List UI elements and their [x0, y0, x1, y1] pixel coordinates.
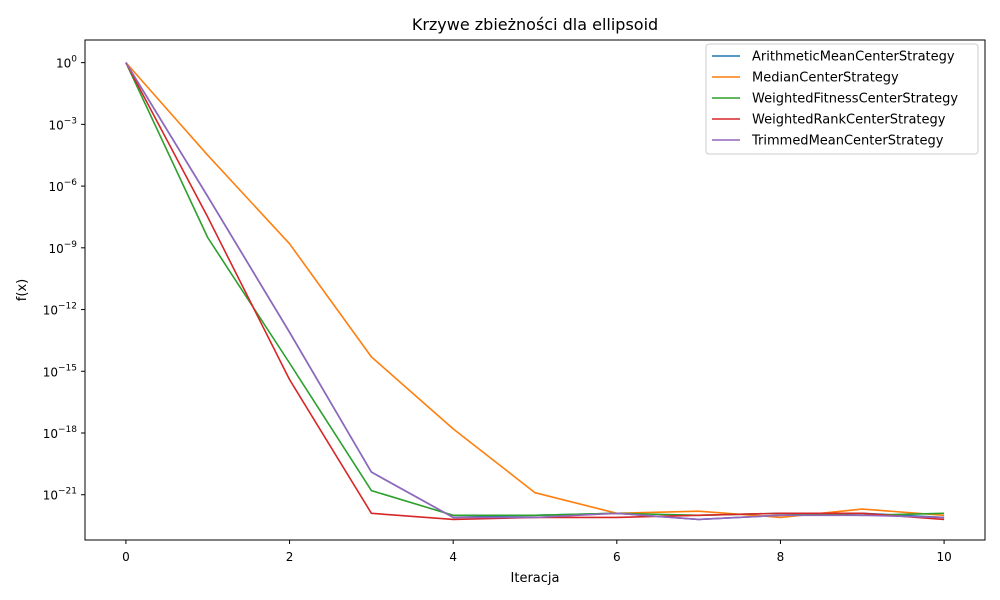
legend-label-1: MedianCenterStrategy	[752, 71, 899, 86]
x-tick-label: 6	[613, 550, 621, 564]
y-tick-label: 10−6	[48, 178, 77, 194]
plot-frame	[84, 39, 986, 541]
series-line-4	[125, 62, 945, 521]
x-axis-ticks: 0 2 4 6 8 10	[122, 540, 952, 564]
legend-label-3: WeightedRankCenterStrategy	[752, 113, 946, 128]
y-tick-label: 10−12	[43, 302, 77, 318]
y-tick-label: 10−21	[43, 487, 77, 503]
x-tick-label: 4	[449, 550, 457, 564]
y-tick-label: 10−9	[48, 240, 77, 256]
y-tick-label: 10−3	[48, 116, 77, 132]
plot-series	[125, 62, 945, 521]
chart-title: Krzywe zbieżności dla ellipsoid	[412, 15, 658, 34]
x-tick-label: 2	[286, 550, 294, 564]
legend-box	[705, 43, 979, 155]
y-axis-ticks: 100 10−3 10−6 10−9 10−12 10−15 10−18 10−21	[43, 55, 85, 503]
legend-label-2: WeightedFitnessCenterStrategy	[752, 92, 958, 107]
y-tick-label: 100	[56, 55, 77, 71]
y-axis-label: f(x)	[15, 279, 30, 301]
legend: ArithmeticMeanCenterStrategy MedianCenter…	[705, 43, 979, 155]
legend-label-0: ArithmeticMeanCenterStrategy	[752, 50, 955, 65]
x-tick-label: 10	[936, 550, 951, 564]
y-tick-label: 10−15	[43, 363, 77, 379]
x-axis-label: Iteracja	[511, 571, 560, 586]
legend-label-4: TrimmedMeanCenterStrategy	[751, 134, 944, 149]
y-tick-label: 10−18	[43, 425, 78, 441]
x-tick-label: 0	[122, 550, 130, 564]
x-tick-label: 8	[777, 550, 785, 564]
